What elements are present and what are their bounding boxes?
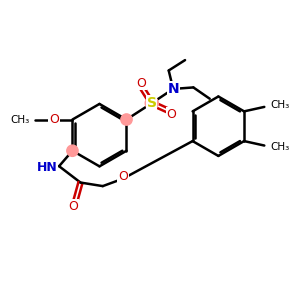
Text: CH₃: CH₃ bbox=[271, 142, 290, 152]
Circle shape bbox=[145, 97, 158, 110]
Text: N: N bbox=[167, 82, 179, 96]
Text: CH₃: CH₃ bbox=[271, 100, 290, 110]
Circle shape bbox=[67, 145, 78, 156]
Text: O: O bbox=[49, 113, 59, 126]
Circle shape bbox=[121, 114, 132, 125]
Text: S: S bbox=[147, 96, 157, 110]
Text: O: O bbox=[166, 108, 176, 121]
Text: O: O bbox=[136, 77, 146, 90]
Text: O: O bbox=[118, 170, 128, 183]
Text: HN: HN bbox=[37, 161, 58, 174]
Text: CH₃: CH₃ bbox=[10, 115, 29, 124]
Text: O: O bbox=[69, 200, 79, 213]
